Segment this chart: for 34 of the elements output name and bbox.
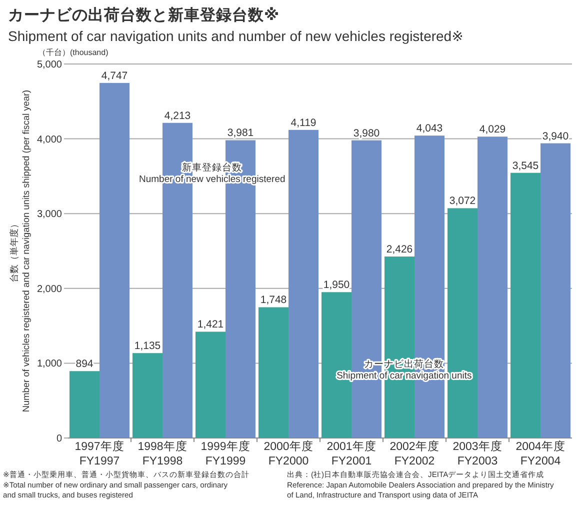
data-label: 3,981 [227, 127, 254, 140]
data-label: 1,748 [260, 294, 287, 306]
xtick: 2002年度 FY2002 [390, 441, 440, 468]
ytick: 3,000 [36, 209, 62, 220]
data-label: 1,135 [134, 340, 161, 352]
ytick: 5,000 [36, 60, 62, 70]
data-label: 1,421 [197, 318, 224, 331]
xtick: 1998年度 FY1998 [138, 441, 188, 468]
data-label: 1,950 [323, 279, 350, 292]
xtick: 2003年度 FY2003 [452, 441, 502, 468]
data-label: 4,747 [101, 70, 128, 82]
data-label: 3,072 [449, 195, 476, 208]
subtitle: Shipment of car navigation units and number of new vehicles registered※ [8, 28, 464, 44]
data-label: 3,545 [512, 160, 539, 172]
data-label: 4,213 [164, 110, 191, 122]
data-label: 3,940 [542, 130, 569, 142]
annotation: （千台）(thousand) [38, 48, 108, 57]
data-label: 4,119 [290, 116, 316, 129]
xtick: 2000年度 FY2000 [264, 441, 314, 468]
data-label: 2,426 [386, 244, 413, 256]
ytick: 2,000 [36, 284, 62, 295]
ytick: 4,000 [36, 134, 62, 146]
xtick: 1999年度 FY1999 [200, 441, 250, 468]
ytick: 1,000 [36, 358, 62, 370]
ytick: 0 [56, 434, 62, 444]
data-label: 3,980 [353, 127, 380, 140]
data-label: 894 [76, 358, 94, 370]
data-label: 4,043 [416, 122, 443, 135]
xtick: 2001年度 FY2001 [326, 441, 376, 468]
ylabel: 台数（単年度） Number of vehicles registered and car navigation units shipped (per fiscal year) [9, 90, 31, 412]
xtick: 2004年度 FY2004 [516, 441, 566, 468]
data-label: 4,029 [479, 124, 506, 136]
xtick: 1997年度 FY1997 [74, 441, 124, 468]
title: カーナビの出荷台数と新車登録台数※ [8, 7, 280, 24]
